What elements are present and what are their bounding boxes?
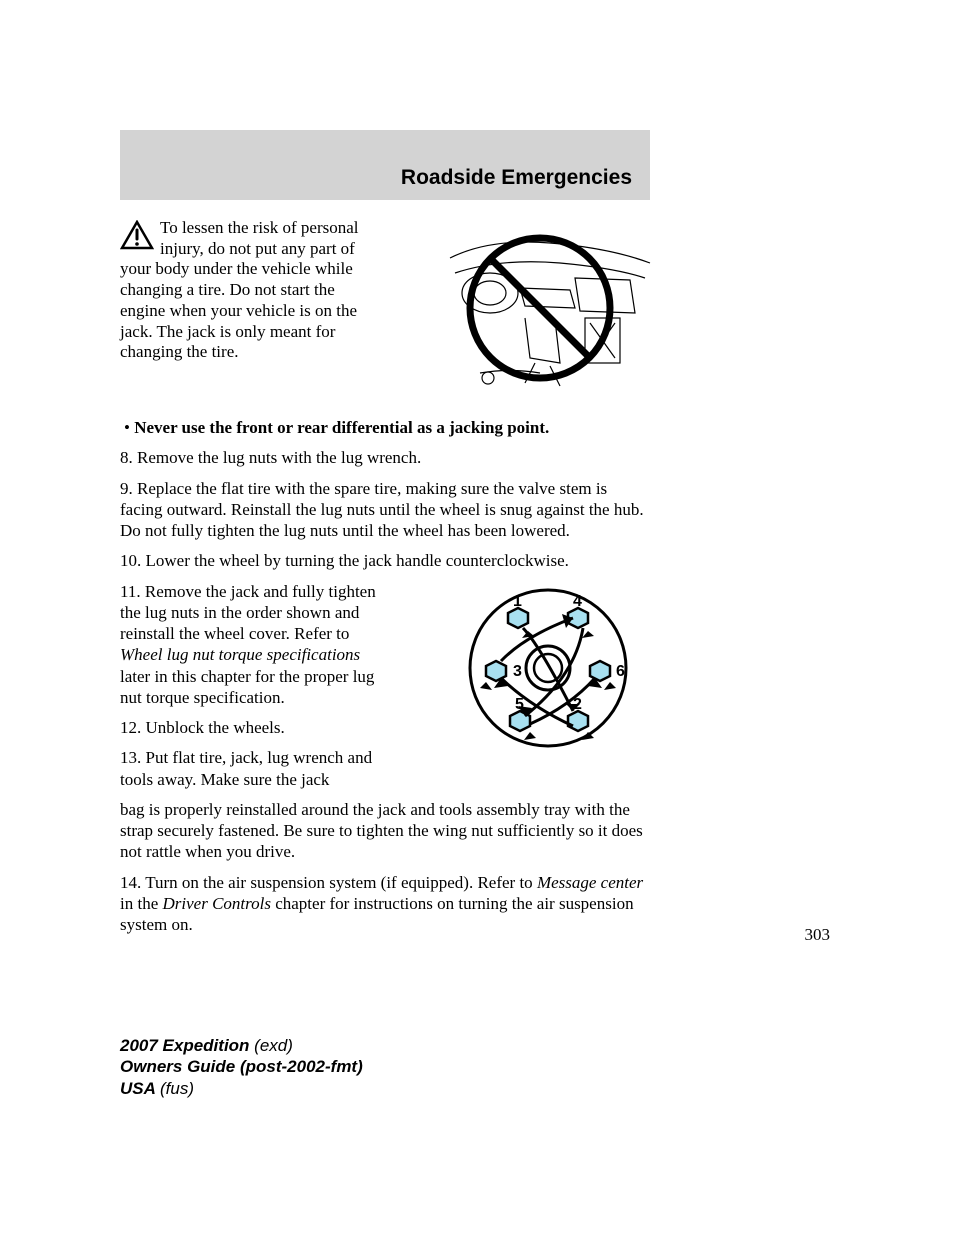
step-12: 12. Unblock the wheels. [120, 717, 390, 738]
section-title: Roadside Emergencies [401, 166, 632, 190]
step-11: 11. Remove the jack and fully tighten th… [120, 581, 390, 709]
warning-triangle-icon [120, 220, 154, 255]
warning-block: To lessen the risk of personal injury, d… [120, 218, 650, 363]
bullet-marker: • [124, 418, 130, 437]
footer-line-1: 2007 Expedition (exd) [120, 1035, 363, 1056]
jack-prohibit-diagram [430, 218, 670, 398]
footer-code2: (fus) [160, 1079, 194, 1098]
footer-line-2: Owners Guide (post-2002-fmt) [120, 1056, 363, 1077]
step-13b: bag is properly reinstalled around the j… [120, 799, 650, 863]
bullet-text: Never use the front or rear differential… [134, 418, 549, 437]
warning-text: To lessen the risk of personal injury, d… [120, 218, 380, 363]
section-header-bar: Roadside Emergencies [120, 130, 650, 200]
page-content: Roadside Emergencies To lessen the risk … [120, 130, 830, 944]
step-11-block: 11. Remove the jack and fully tighten th… [120, 581, 650, 790]
lug-num-1: 1 [513, 593, 522, 610]
page-number: 303 [805, 925, 831, 945]
step-8: 8. Remove the lug nuts with the lug wren… [120, 447, 650, 468]
step-14-b: in the [120, 894, 163, 913]
step-11-part-a: 11. Remove the jack and fully tighten th… [120, 582, 376, 644]
lugnut-order-diagram: 1 4 3 6 5 2 [430, 576, 650, 756]
footer-region: USA [120, 1079, 160, 1098]
bullet-differential: • Never use the front or rear differenti… [120, 417, 650, 438]
step-10: 10. Lower the wheel by turning the jack … [120, 550, 650, 571]
footer-model: 2007 Expedition [120, 1036, 254, 1055]
lug-num-2: 2 [573, 696, 582, 713]
step-14-a: 14. Turn on the air suspension system (i… [120, 873, 537, 892]
lug-num-5: 5 [515, 696, 524, 713]
lug-num-6: 6 [616, 663, 625, 680]
step-14-i1: Message center [537, 873, 643, 892]
body-column: To lessen the risk of personal injury, d… [120, 200, 650, 935]
footer-line-3: USA (fus) [120, 1078, 363, 1099]
footer: 2007 Expedition (exd) Owners Guide (post… [120, 1035, 363, 1099]
step-9: 9. Replace the flat tire with the spare … [120, 478, 650, 542]
step-14-i2: Driver Controls [163, 894, 271, 913]
lug-num-4: 4 [573, 593, 582, 610]
lug-num-3: 3 [513, 663, 522, 680]
step-11-part-b: later in this chapter for the proper lug… [120, 667, 374, 707]
step-14: 14. Turn on the air suspension system (i… [120, 872, 650, 936]
footer-code1: (exd) [254, 1036, 293, 1055]
step-11-italic: Wheel lug nut torque specifications [120, 645, 360, 664]
step-13a: 13. Put flat tire, jack, lug wrench and … [120, 747, 390, 790]
